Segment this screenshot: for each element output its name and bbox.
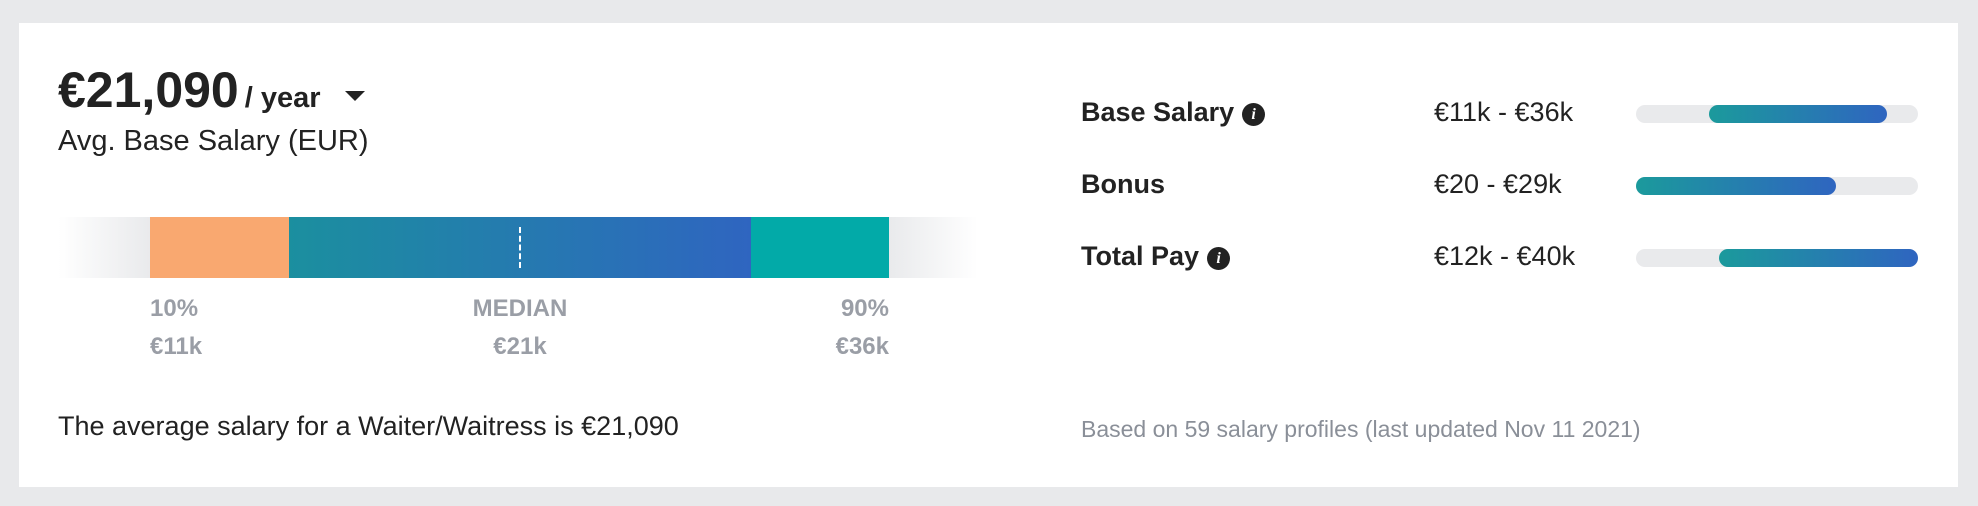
summary: The average salary for a Waiter/Waitress… (58, 411, 679, 441)
bar-high (751, 217, 889, 278)
percentile-value: €11k (150, 333, 203, 360)
range-track (1636, 249, 1918, 267)
range-fill (1636, 177, 1836, 195)
bar-fade-left (58, 217, 150, 278)
range-track (1636, 105, 1918, 123)
info-icon[interactable]: i (1207, 247, 1231, 270)
footnote: Based on 59 salary profiles (last update… (1081, 416, 1641, 442)
percentile-label: MEDIAN (472, 295, 568, 322)
row-range: €12k - €40k (1434, 241, 1576, 271)
percentile-label: 10% (150, 295, 199, 322)
amount: €21,090 (58, 62, 239, 118)
row-label: Bonus (1081, 169, 1165, 199)
dropdown-caret[interactable] (344, 89, 366, 103)
range-fill (1709, 105, 1887, 123)
row-label: Total Pay i (1081, 241, 1231, 272)
salary-card: €21,090/ year Avg. Base Salary (EUR) 10%… (19, 23, 1958, 487)
period-selector[interactable]: / year (244, 82, 321, 114)
bar-fade-right (889, 217, 978, 278)
percentile-value: €21k (493, 333, 547, 360)
row-label: Base Salary i (1081, 97, 1266, 128)
bar-low (150, 217, 289, 278)
range-fill (1719, 249, 1918, 267)
label: Total Pay (1081, 241, 1200, 271)
salary-amount: €21,090/ year (58, 61, 366, 119)
percentile-value: €36k (835, 333, 889, 360)
range-track (1636, 177, 1918, 195)
subtitle: Avg. Base Salary (EUR) (58, 125, 369, 157)
median-line (519, 227, 521, 268)
row-range: €20 - €29k (1434, 169, 1562, 199)
label: Base Salary (1081, 97, 1235, 127)
row-range: €11k - €36k (1434, 97, 1574, 127)
info-icon[interactable]: i (1242, 103, 1266, 126)
percentile-label: 90% (840, 295, 889, 322)
